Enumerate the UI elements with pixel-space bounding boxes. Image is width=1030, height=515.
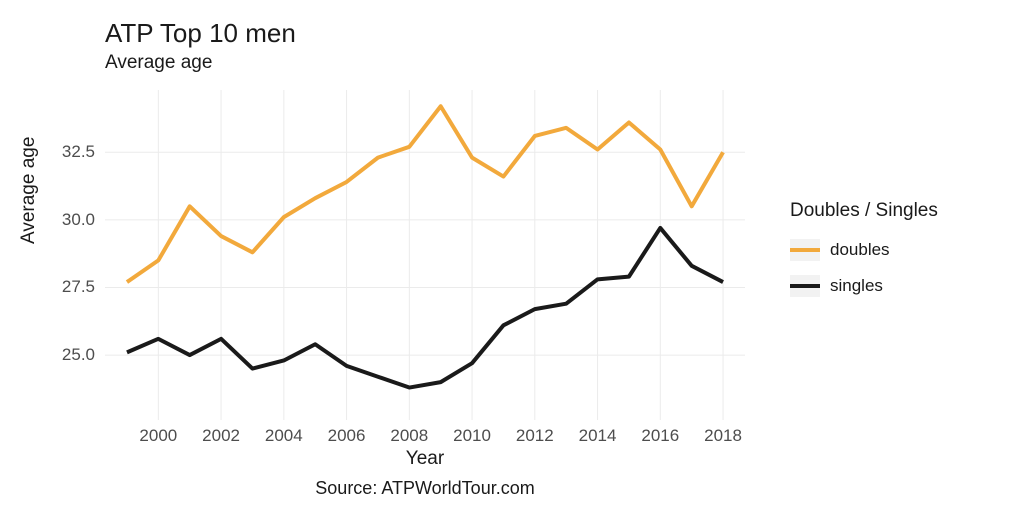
- chart-title: ATP Top 10 men: [105, 18, 296, 49]
- x-tick-label: 2008: [390, 426, 428, 446]
- x-tick-label: 2004: [265, 426, 303, 446]
- legend-item-doubles: doubles: [790, 236, 938, 264]
- x-tick-label: 2006: [328, 426, 366, 446]
- legend-label: doubles: [830, 240, 890, 260]
- plot-area: [105, 90, 745, 420]
- x-tick-label: 2016: [641, 426, 679, 446]
- x-tick-label: 2010: [453, 426, 491, 446]
- chart-container: ATP Top 10 men Average age Average age 2…: [0, 0, 1030, 515]
- legend-swatch: [790, 275, 820, 297]
- chart-caption: Source: ATPWorldTour.com: [315, 478, 534, 499]
- x-axis-label: Year: [406, 448, 444, 470]
- legend-item-singles: singles: [790, 272, 938, 300]
- x-tick-label: 2018: [704, 426, 742, 446]
- chart-subtitle: Average age: [105, 52, 212, 74]
- plot-svg: [105, 90, 745, 420]
- y-tick-label: 25.0: [62, 345, 95, 365]
- series-singles: [127, 228, 723, 388]
- legend-title: Doubles / Singles: [790, 200, 938, 222]
- y-tick-label: 30.0: [62, 210, 95, 230]
- x-tick-label: 2012: [516, 426, 554, 446]
- legend: Doubles / Singles doubles singles: [790, 200, 938, 308]
- series-doubles: [127, 106, 723, 282]
- y-axis-label: Average age: [18, 137, 40, 244]
- legend-swatch: [790, 239, 820, 261]
- y-tick-label: 27.5: [62, 277, 95, 297]
- y-tick-label: 32.5: [62, 142, 95, 162]
- x-tick-label: 2014: [579, 426, 617, 446]
- x-tick-label: 2000: [139, 426, 177, 446]
- x-tick-label: 2002: [202, 426, 240, 446]
- legend-label: singles: [830, 276, 883, 296]
